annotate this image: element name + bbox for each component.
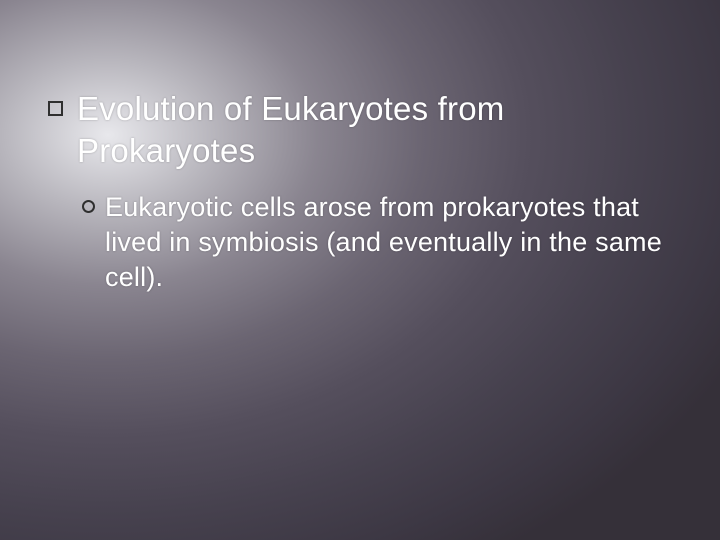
slide: Evolution of Eukaryotes from Prokaryotes… — [0, 0, 720, 540]
slide-content: Evolution of Eukaryotes from Prokaryotes… — [48, 88, 680, 294]
bullet-item-level1: Evolution of Eukaryotes from Prokaryotes — [48, 88, 680, 172]
bullet-item-level2: Eukaryotic cells arose from prokaryotes … — [82, 190, 680, 294]
level1-text: Evolution of Eukaryotes from Prokaryotes — [77, 88, 680, 172]
square-bullet-icon — [48, 101, 63, 116]
circle-bullet-icon — [82, 200, 95, 213]
level2-text: Eukaryotic cells arose from prokaryotes … — [105, 190, 680, 294]
